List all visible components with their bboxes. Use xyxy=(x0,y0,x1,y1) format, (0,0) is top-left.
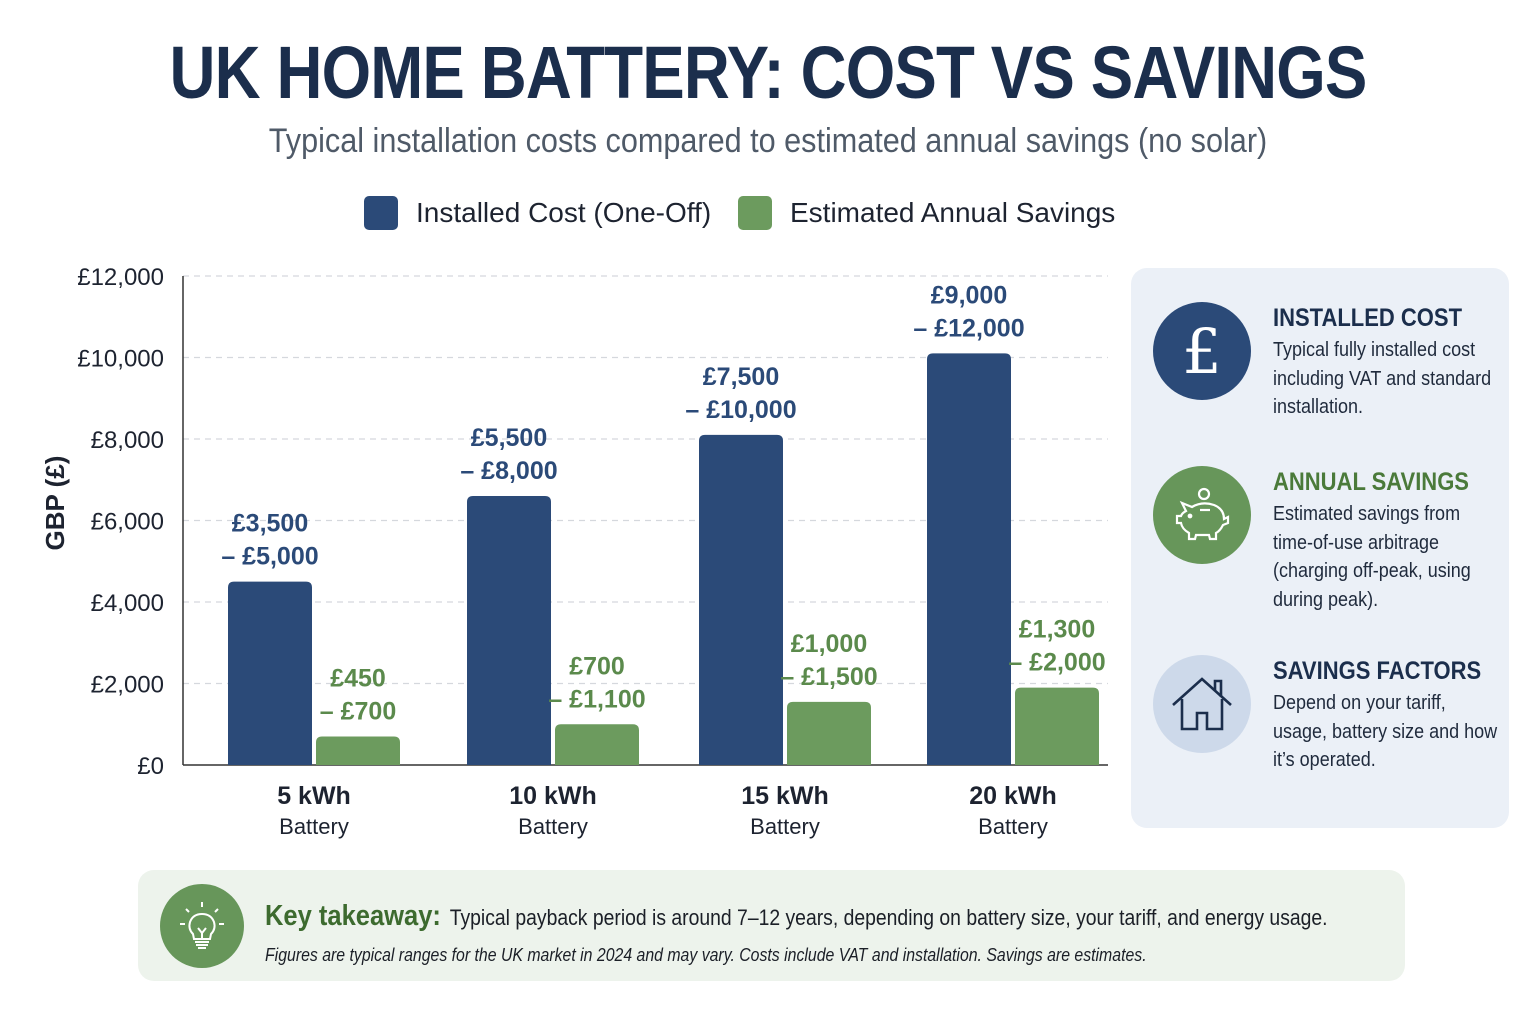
data-label: £450 xyxy=(330,664,386,692)
x-tick-sublabel: Battery xyxy=(518,814,588,839)
info-panel: £ INSTALLED COST Typical fully installed… xyxy=(1131,268,1509,828)
lightbulb-icon xyxy=(160,884,244,968)
page-title: UK HOME BATTERY: COST VS SAVINGS xyxy=(169,31,1367,114)
bar-installed-cost xyxy=(699,434,783,765)
bar-chart: £0 £2,000 £4,000 £6,000 £8,000 £10,000 £12,000… xyxy=(40,264,1108,839)
y-tick-label: £2,000 xyxy=(91,672,164,699)
info-text: Typical fully installed cost including V… xyxy=(1273,339,1492,418)
info-title: INSTALLED COST xyxy=(1273,304,1463,332)
legend-item-savings: Estimated Annual Savings xyxy=(738,196,1115,230)
x-tick-label: 5 kWh xyxy=(277,782,351,810)
bar-installed-cost xyxy=(228,581,312,765)
bar-installed-cost xyxy=(927,353,1011,765)
data-label: £5,500 xyxy=(471,424,547,452)
key-takeaway-box: Key takeaway: Typical payback period is a… xyxy=(138,870,1405,981)
legend-swatch-cost xyxy=(364,196,398,230)
data-label: £1,300 xyxy=(1019,616,1095,644)
data-label: – £8,000 xyxy=(460,457,557,485)
y-tick-label: £12,000 xyxy=(77,264,164,291)
data-label: £700 xyxy=(569,652,625,680)
data-label: £3,500 xyxy=(232,510,308,538)
data-label: – £10,000 xyxy=(685,396,796,424)
data-label: £7,500 xyxy=(703,363,779,391)
y-tick-label: £10,000 xyxy=(77,346,164,373)
piggy-bank-icon xyxy=(1153,466,1251,564)
footnote: Figures are typical ranges for the UK ma… xyxy=(265,945,1147,965)
y-tick-label: £4,000 xyxy=(91,590,164,617)
bar-annual-savings xyxy=(555,724,639,765)
house-icon xyxy=(1153,655,1251,753)
legend-label-savings: Estimated Annual Savings xyxy=(790,197,1116,228)
data-label: – £5,000 xyxy=(221,543,318,571)
x-tick-label: 20 kWh xyxy=(969,782,1057,810)
bar-annual-savings xyxy=(1015,687,1099,765)
x-tick-label: 15 kWh xyxy=(741,782,829,810)
legend-item-cost: Installed Cost (One-Off) xyxy=(364,196,711,230)
takeaway-label: Key takeaway: xyxy=(265,900,441,932)
legend-swatch-savings xyxy=(738,196,772,230)
x-tick-sublabel: Battery xyxy=(750,814,820,839)
data-label: – £700 xyxy=(320,697,396,725)
x-tick-label: 10 kWh xyxy=(509,782,597,810)
data-label: £9,000 xyxy=(931,281,1007,309)
data-label: – £1,100 xyxy=(548,685,645,713)
y-axis-label: GBP (£) xyxy=(40,456,70,551)
page-subtitle: Typical installation costs compared to e… xyxy=(268,122,1268,160)
takeaway-text: Typical payback period is around 7–12 ye… xyxy=(449,905,1328,930)
y-tick-label: £8,000 xyxy=(91,427,164,454)
bar-installed-cost xyxy=(467,496,551,765)
y-tick-label: £0 xyxy=(137,753,164,780)
pound-icon: £ xyxy=(1153,302,1251,400)
info-text: Estimated savings from time-of-use arbit… xyxy=(1273,503,1471,611)
legend-label-cost: Installed Cost (One-Off) xyxy=(416,197,712,228)
info-title: SAVINGS FACTORS xyxy=(1273,657,1482,685)
y-tick-label: £6,000 xyxy=(91,509,164,536)
bar-annual-savings xyxy=(787,701,871,765)
data-label: – £1,500 xyxy=(780,663,877,691)
bar-annual-savings xyxy=(316,736,400,765)
data-label: – £2,000 xyxy=(1008,649,1105,677)
x-tick-sublabel: Battery xyxy=(978,814,1048,839)
data-label: – £12,000 xyxy=(913,314,1024,342)
info-text: Depend on your tariff, usage, battery si… xyxy=(1273,692,1498,771)
x-tick-sublabel: Battery xyxy=(279,814,349,839)
info-title: ANNUAL SAVINGS xyxy=(1273,468,1469,496)
data-label: £1,000 xyxy=(791,630,867,658)
takeaway-line: Key takeaway: Typical payback period is a… xyxy=(265,900,1328,933)
